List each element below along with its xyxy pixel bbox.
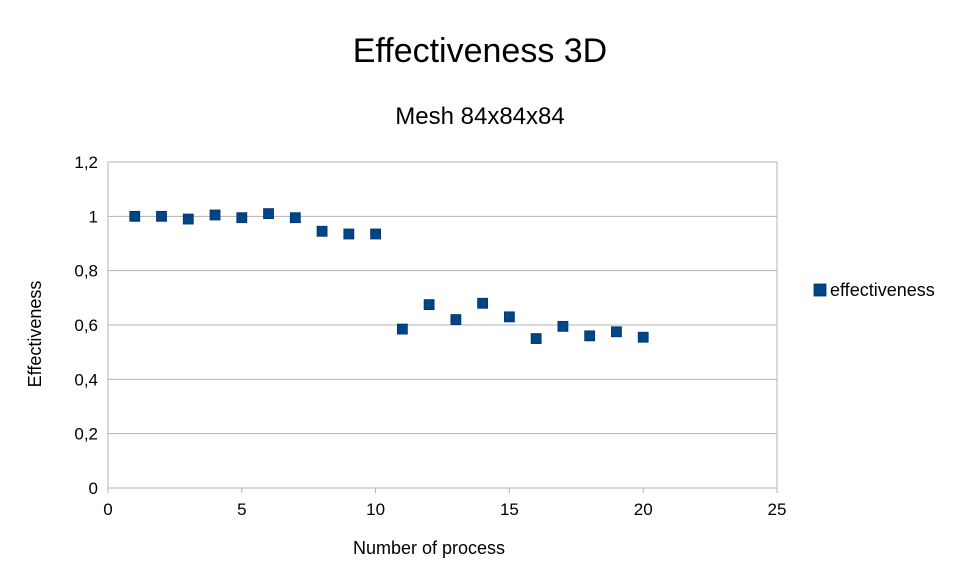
data-point [289, 212, 301, 224]
x-tick-label: 20 [634, 500, 653, 519]
data-point [182, 213, 194, 225]
data-point [637, 331, 649, 343]
x-axis-label: Number of process [353, 538, 505, 558]
data-point [129, 210, 141, 222]
data-point [503, 311, 515, 323]
legend-marker [813, 283, 827, 297]
grid-layer [108, 161, 777, 489]
x-tick-label: 15 [500, 500, 519, 519]
y-axis-label: Effectiveness [25, 281, 45, 388]
tick-label-layer: 0 0,2 0,4 0,6 0,8 1 1,2 0 5 10 15 20 25 [74, 153, 786, 519]
data-point [450, 314, 462, 325]
x-tick-label: 10 [366, 500, 385, 519]
x-tick-label: 25 [768, 500, 787, 519]
data-point [156, 210, 167, 222]
data-point [423, 299, 435, 311]
legend-label: effectiveness [830, 280, 935, 300]
data-point-layer [129, 208, 649, 344]
axis-layer [107, 162, 778, 493]
chart-title: Effectiveness 3D [353, 32, 608, 70]
data-point [236, 212, 248, 224]
data-point [263, 208, 274, 220]
data-point [611, 326, 622, 338]
data-point [316, 225, 328, 237]
chart-subtitle: Mesh 84x84x84 [395, 103, 564, 130]
y-tick-label: 1,2 [74, 153, 98, 172]
data-point [530, 333, 542, 344]
data-point [343, 228, 355, 240]
data-point [209, 209, 221, 221]
x-tick-label: 0 [103, 500, 112, 519]
data-point [477, 297, 489, 309]
legend: effectiveness [813, 280, 935, 300]
y-tick-label: 1 [89, 207, 98, 226]
y-tick-label: 0,8 [74, 262, 98, 281]
y-tick-label: 0 [89, 479, 98, 498]
y-tick-label: 0,6 [74, 316, 98, 335]
data-point [396, 323, 408, 335]
data-point [557, 320, 569, 332]
y-tick-label: 0,2 [74, 425, 98, 444]
data-point [370, 228, 382, 240]
y-tick-label: 0,4 [74, 370, 98, 389]
data-point [584, 330, 596, 342]
x-tick-label: 5 [237, 500, 246, 519]
